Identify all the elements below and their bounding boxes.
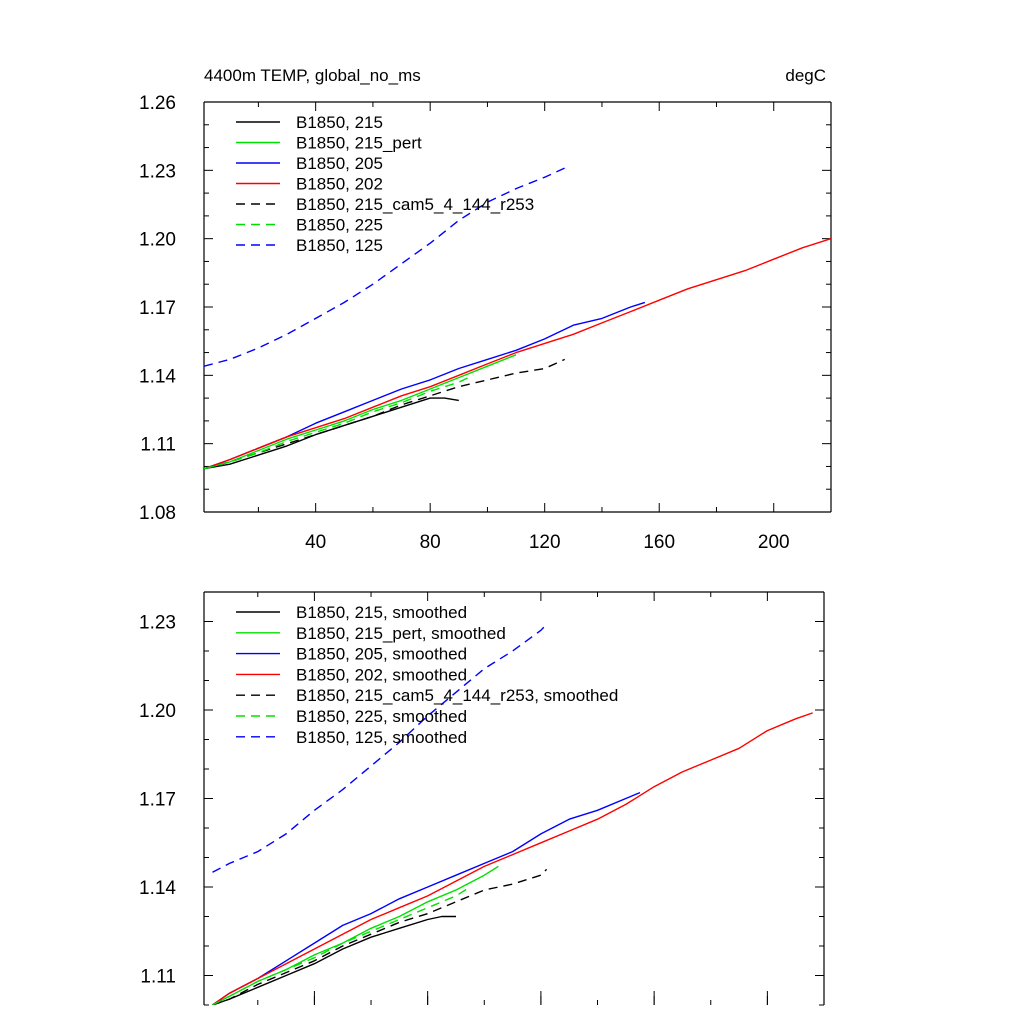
top-legend-label: B1850, 225 [296, 216, 383, 235]
bottom-legend-label: B1850, 215_cam5_4_144_r253, smoothed [296, 686, 618, 705]
bottom-ytick-label: 1.14 [139, 878, 176, 899]
top-units-label: degC [785, 66, 826, 85]
top-legend-label: B1850, 215 [296, 113, 383, 132]
top-left-title: 4400m TEMP, global_no_ms [204, 66, 421, 85]
bottom-ytick-label: 1.20 [139, 701, 176, 722]
top-x-ticks: 40 80 120 160 200 [257, 102, 832, 553]
bottom-ytick-label: 1.17 [139, 790, 176, 811]
bottom-series-line-5 [212, 868, 548, 1005]
top-series-line-6 [204, 374, 474, 470]
bottom-legend-label: B1850, 205, smoothed [296, 645, 467, 664]
bottom-panel: 1.11 1.14 1.17 1.20 1.23 B1850, 215, smoothed… [139, 591, 825, 1006]
top-series-line-2 [204, 354, 517, 470]
bottom-series-line-1 [212, 915, 456, 1005]
top-panel: 4400m TEMP, global_no_ms degC 40 80 120 160… [139, 66, 832, 553]
top-ytick-label: 1.23 [139, 161, 176, 182]
bottom-series-line-2 [212, 865, 499, 1005]
bottom-ytick-label: 1.23 [139, 613, 176, 634]
top-legend-label: B1850, 205 [296, 154, 383, 173]
bottom-series-line-3 [212, 791, 641, 1005]
top-series-lines [204, 167, 831, 470]
top-ytick-label: 1.11 [140, 435, 176, 456]
top-ytick-label: 1.14 [139, 366, 176, 387]
bottom-series-line-6 [212, 886, 471, 1005]
top-ytick-label: 1.17 [139, 298, 176, 319]
bottom-x-ticks [257, 592, 825, 1005]
top-legend-label: B1850, 125 [296, 236, 383, 255]
bottom-legend-label: B1850, 215_pert, smoothed [296, 624, 506, 643]
top-xtick-label: 200 [758, 532, 790, 553]
top-series-line-5 [204, 358, 565, 470]
top-xtick-label: 160 [643, 532, 675, 553]
bottom-y-ticks: 1.11 1.14 1.17 1.20 1.23 [139, 591, 824, 1006]
bottom-ytick-label: 1.11 [140, 967, 176, 988]
top-legend-label: B1850, 202 [296, 175, 383, 194]
bottom-legend-label: B1850, 225, smoothed [296, 707, 467, 726]
bottom-series-line-7 [212, 623, 548, 873]
top-ytick-label: 1.08 [139, 503, 176, 524]
bottom-legend: B1850, 215, smoothed B1850, 215_pert, smo… [236, 603, 618, 747]
bottom-legend-label: B1850, 215, smoothed [296, 603, 467, 622]
top-xtick-label: 80 [420, 532, 441, 553]
top-y-ticks: 1.08 1.11 1.14 1.17 1.20 1.23 1.26 [139, 93, 831, 524]
top-legend-label: B1850, 215_cam5_4_144_r253 [296, 195, 534, 214]
bottom-legend-label: B1850, 125, smoothed [296, 728, 467, 747]
top-xtick-label: 120 [529, 532, 561, 553]
top-series-line-1 [204, 397, 459, 470]
bottom-series-line-4 [212, 712, 813, 1005]
top-legend-label: B1850, 215_pert [296, 134, 422, 153]
top-ytick-label: 1.26 [139, 93, 176, 114]
bottom-legend-label: B1850, 202, smoothed [296, 665, 467, 684]
top-series-line-4 [204, 238, 831, 470]
bottom-series-lines [212, 623, 813, 1005]
top-ytick-label: 1.20 [139, 230, 176, 251]
top-xtick-label: 40 [305, 532, 326, 553]
top-series-line-7 [204, 167, 565, 367]
